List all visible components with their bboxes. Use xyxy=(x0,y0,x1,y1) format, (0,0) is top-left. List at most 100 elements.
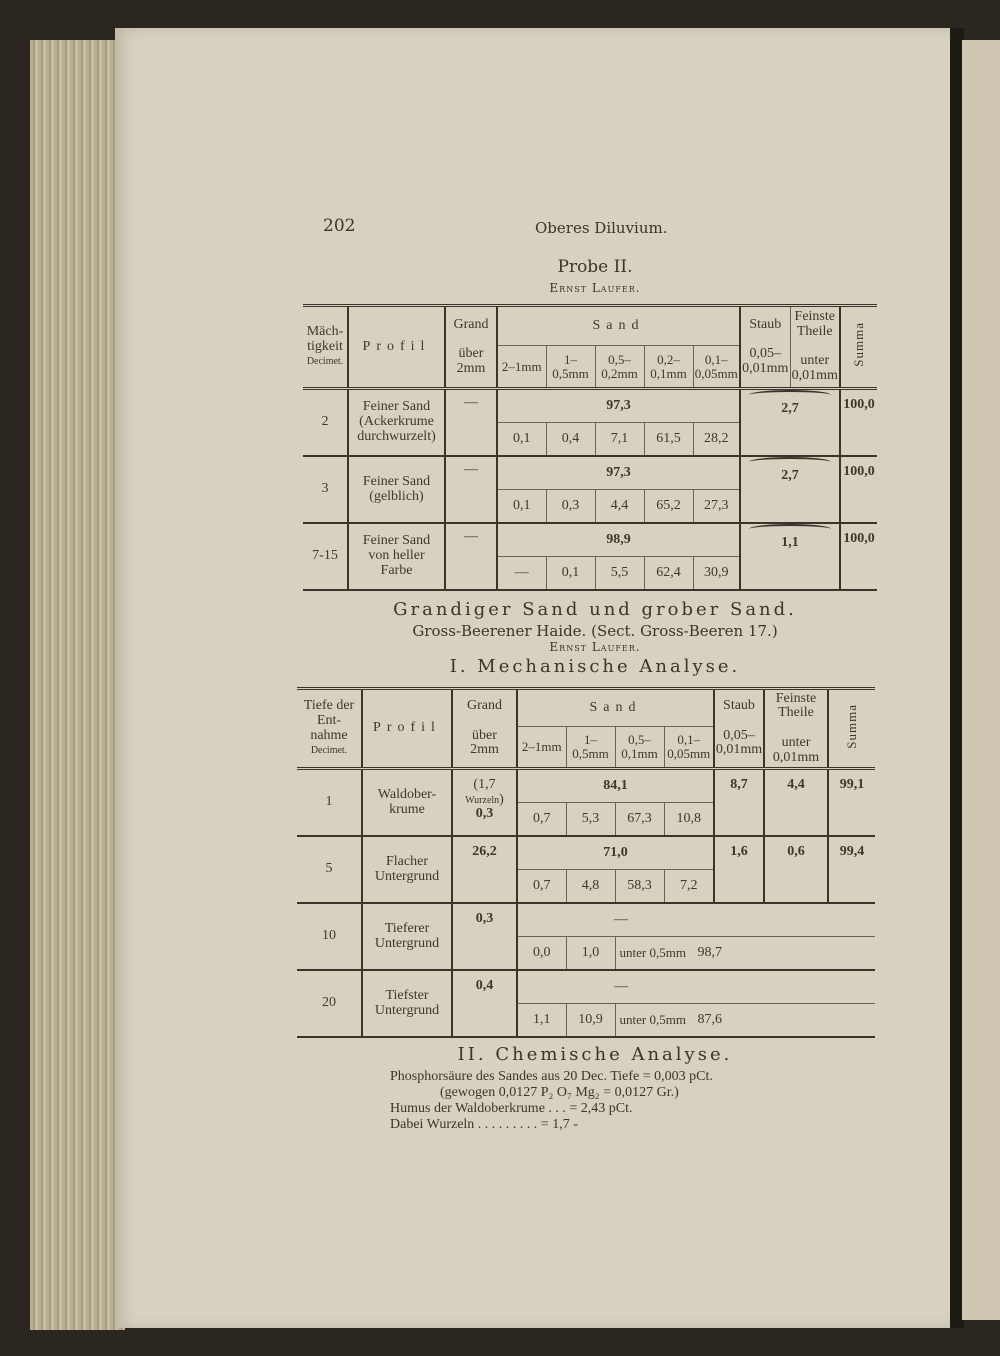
fraction-cell: 0,4 xyxy=(545,422,595,457)
unter-label: unter 0,5mm xyxy=(619,944,686,960)
fraction-cell: 1,0 xyxy=(565,936,615,971)
table-row: 1 Waldober-krume (1,7 Wurzeln) 0,3 84,1 8,7 4,… xyxy=(297,768,875,837)
section-title: Grandiger Sand und grober Sand. xyxy=(393,599,797,620)
summa-cell: 100,0 xyxy=(839,523,878,591)
profil-cell: Feiner Sand von heller Farbe xyxy=(347,523,445,591)
fraction-label: 0,1–0,05mm xyxy=(667,732,711,761)
grand-cell: 26,2 xyxy=(451,836,517,904)
staub-feinste-value: 2,7 xyxy=(781,468,799,483)
header-sand: Sand xyxy=(495,303,741,347)
grand-cell: 0,4 xyxy=(451,970,517,1038)
grand-value: 26,2 xyxy=(472,844,497,859)
unter-label: unter 0,5mm xyxy=(619,1011,686,1027)
unter-cell: unter 0,5mm 98,7 xyxy=(614,936,875,971)
fraction-cell: 0,1 xyxy=(545,556,595,591)
chemical-analysis-title: II. Chemische Analyse. xyxy=(457,1044,733,1065)
header-sand-fraction: 0,1–0,05mm xyxy=(692,345,741,390)
fraction-cell: 4,4 xyxy=(594,489,644,524)
fraction-cell: 0,3 xyxy=(545,489,595,524)
header-sand-fraction: 0,2–0,1mm xyxy=(643,345,693,390)
fraction-cell: 1,1 xyxy=(516,1003,566,1038)
fraction-cell: 10,8 xyxy=(663,802,714,837)
profil-cell: Tiefster Untergrund xyxy=(361,970,452,1038)
fraction-cell: 5,3 xyxy=(565,802,615,837)
fraction-cell: 27,3 xyxy=(692,489,741,524)
grand-value: 0,3 xyxy=(475,911,494,926)
fraction-cell: 67,3 xyxy=(614,802,664,837)
sand-total-cell: 84,1 xyxy=(516,768,714,803)
table-row: 7-15 Feiner Sand von heller Farbe —98,9 1,1… xyxy=(303,523,878,591)
mechanical-analysis-table: Tiefe der Ent-nahme Decimet. Profil Grand ü… xyxy=(297,687,875,1038)
profil-cell: Tieferer Untergrund xyxy=(361,903,452,971)
profil-cell: Waldober-krume xyxy=(361,768,452,837)
header-sand-fraction: 2–1mm xyxy=(496,345,546,390)
grand-cell: — xyxy=(444,456,497,524)
unter-value: 87,6 xyxy=(697,1011,722,1027)
header-grand: Grand über 2mm xyxy=(444,304,497,390)
chem-line: (gewogen 0,0127 P₂ O₇ Mg₂ = 0,0127 Gr.) xyxy=(440,1085,679,1100)
summa-cell: 99,4 xyxy=(827,836,875,904)
fraction-cell: 62,4 xyxy=(643,556,693,591)
staub-feinste-value: 2,7 xyxy=(781,401,799,416)
chemical-analysis-text: Phosphorsäure des Sandes aus 20 Dec. Tie… xyxy=(390,1069,713,1133)
staub-feinste-cell: 1,1 xyxy=(739,523,841,591)
header-staub: Staub 0,05–0,01mm xyxy=(713,687,764,770)
section-author: Ernst Laufer. xyxy=(549,640,641,654)
header-profil: Profil xyxy=(347,304,445,390)
fraction-cell: 10,9 xyxy=(565,1003,615,1038)
header-summa: Summa xyxy=(827,687,875,770)
depth-cell: 3 xyxy=(303,456,348,524)
header-sand-fraction: 1–0,5mm xyxy=(545,345,595,390)
summa-cell: 99,1 xyxy=(827,768,875,837)
depth-cell: 1 xyxy=(297,768,362,837)
header-depth: Tiefe der Ent-nahme Decimet. xyxy=(297,687,362,770)
depth-cell: 2 xyxy=(303,388,348,457)
table-row: 2 Feiner Sand (Ackerkrume durchwurzelt) —9… xyxy=(303,388,878,457)
summa-cell: 100,0 xyxy=(839,388,878,457)
header-staub: Staub 0,05–0,01mm xyxy=(739,304,791,390)
brace-icon xyxy=(749,524,832,534)
depth-cell: 7-15 xyxy=(303,523,348,591)
depth-cell: 10 xyxy=(297,903,362,971)
fraction-label: 0,5–0,2mm xyxy=(601,352,638,381)
staub-feinste-cell: 2,7 xyxy=(739,456,841,524)
grand-cell: (1,7 Wurzeln) 0,3 xyxy=(451,768,517,837)
header-depth: Mäch-tigkeit Decimet. xyxy=(303,304,348,390)
header-sand-fraction: 2–1mm xyxy=(516,726,566,770)
header-sand-fraction: 0,5–0,2mm xyxy=(594,345,644,390)
profil-cell: Feiner Sand (gelblich) xyxy=(347,456,445,524)
fraction-cell: 0,7 xyxy=(516,802,566,837)
brace-icon xyxy=(749,390,832,400)
staub-feinste-value: 1,1 xyxy=(781,535,799,550)
grand-note-label: Wurzeln xyxy=(465,794,500,806)
grand-value: 0,4 xyxy=(475,978,494,993)
fraction-label: 0,2–0,1mm xyxy=(650,352,687,381)
grand-cell: — xyxy=(444,523,497,591)
book-page xyxy=(115,28,958,1328)
table-row: 5 Flacher Untergrund 26,2 71,0 1,6 0,6 99,4 xyxy=(297,836,875,904)
book-gutter xyxy=(950,28,964,1328)
table-row: 10 Tieferer Untergrund 0,3 — xyxy=(297,903,875,971)
header-sand: Sand xyxy=(516,687,714,727)
facing-page-edge xyxy=(962,40,1000,1320)
fraction-cell: 7,1 xyxy=(594,422,644,457)
probe-title: Probe II. xyxy=(557,257,633,277)
feinste-cell: 4,4 xyxy=(763,768,828,837)
fraction-cell: 0,1 xyxy=(496,489,546,524)
fraction-cell: 30,9 xyxy=(692,556,741,591)
fraction-cell: 5,5 xyxy=(594,556,644,591)
sand-total-cell: 97,3 xyxy=(495,388,741,423)
chem-line: Phosphorsäure des Sandes aus 20 Dec. Tie… xyxy=(390,1069,713,1084)
header-feinste: Feinste Theile unter 0,01mm xyxy=(789,304,841,390)
running-head: Oberes Diluvium. xyxy=(535,219,668,237)
page-number: 202 xyxy=(323,216,356,236)
staub-cell: 8,7 xyxy=(713,768,764,837)
grand-value: 0,3 xyxy=(475,806,494,822)
table-row: 20 Tiefster Untergrund 0,4 — xyxy=(297,970,875,1038)
fraction-label: 2–1mm xyxy=(501,358,542,374)
fraction-label: 1–0,5mm xyxy=(572,732,609,761)
fraction-cell: 0,1 xyxy=(496,422,546,457)
header-summa: Summa xyxy=(839,304,878,390)
fraction-cell: 0,7 xyxy=(516,869,566,904)
fraction-label: 0,5–0,1mm xyxy=(621,732,658,761)
